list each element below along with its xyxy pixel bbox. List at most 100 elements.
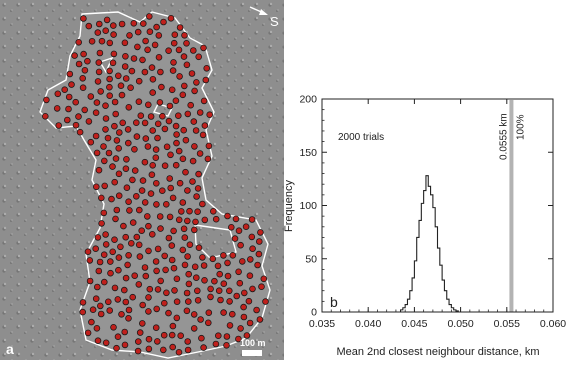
trials-annotation: 2000 trials	[338, 132, 384, 143]
histogram-panel: 0.035 0.040 0.045 0.050 0.055 0.060 0 50 100 150 2…	[283, 0, 568, 360]
crater-marker	[96, 20, 103, 28]
crater-marker	[136, 329, 144, 336]
crater-marker	[179, 155, 187, 163]
crater-marker	[161, 125, 169, 133]
crater-marker	[235, 268, 242, 276]
crater-marker	[113, 344, 120, 352]
crater-marker	[181, 261, 189, 269]
crater-marker	[194, 185, 202, 192]
histogram-bin	[431, 195, 433, 312]
crater-marker	[105, 298, 112, 306]
crater-marker	[137, 112, 145, 119]
crater-marker	[138, 187, 146, 194]
crater-marker	[156, 213, 164, 220]
crater-marker	[175, 46, 183, 54]
crater-marker	[98, 194, 105, 202]
crater-marker	[186, 241, 194, 249]
x-axis-label: Mean 2nd closest neighbour distance, km	[336, 346, 539, 358]
x-tick-label: 0.050	[447, 318, 473, 330]
crater-marker	[173, 275, 181, 283]
crater-marker	[139, 177, 147, 184]
crater-marker	[145, 294, 152, 301]
crater-marker	[205, 309, 213, 317]
crater-marker	[96, 258, 104, 266]
crater-marker	[103, 16, 111, 24]
crater-marker	[235, 335, 242, 343]
crater-marker	[71, 52, 78, 59]
crater-marker	[93, 324, 101, 332]
crater-marker	[193, 193, 200, 200]
crater-marker	[125, 252, 132, 259]
crater-marker	[106, 307, 113, 314]
crater-marker	[93, 149, 101, 157]
crater-marker	[184, 217, 191, 225]
crater-marker	[135, 241, 143, 249]
crater-marker	[108, 195, 115, 203]
histogram-bin	[449, 305, 451, 312]
crater-marker	[122, 274, 130, 282]
crater-marker	[151, 41, 159, 49]
crater-marker	[184, 338, 192, 345]
crater-marker	[190, 47, 197, 54]
crater-marker	[191, 226, 198, 234]
crater-marker	[102, 241, 110, 248]
crater-marker	[147, 190, 155, 197]
crater-marker	[204, 155, 212, 163]
crater-marker	[161, 162, 169, 170]
crater-marker	[100, 209, 108, 217]
crater-marker	[106, 39, 114, 47]
crater-marker	[146, 13, 153, 20]
crater-marker	[61, 86, 68, 93]
crater-marker	[161, 252, 169, 260]
crater-marker	[65, 93, 73, 101]
crater-marker	[115, 170, 123, 178]
crater-marker	[206, 111, 214, 118]
crater-marker	[215, 332, 222, 340]
crater-marker	[124, 126, 132, 133]
crater-marker	[139, 301, 147, 309]
histogram-bin	[428, 186, 430, 312]
crater-marker	[87, 93, 95, 100]
crater-marker	[134, 347, 142, 355]
crater-marker	[199, 131, 207, 139]
crater-marker	[173, 298, 181, 306]
crater-marker	[179, 246, 187, 254]
crater-marker	[207, 285, 214, 293]
crater-marker	[84, 57, 91, 65]
crater-marker	[112, 110, 119, 118]
crater-marker	[165, 47, 172, 54]
crater-marker	[214, 262, 222, 270]
crater-marker	[125, 139, 132, 147]
crater-marker	[125, 306, 133, 314]
crater-marker	[118, 91, 126, 99]
crater-marker	[145, 345, 153, 353]
crater-marker	[131, 146, 138, 153]
crater-marker	[153, 201, 160, 208]
crater-marker	[75, 113, 82, 120]
crater-marker	[139, 320, 146, 327]
crater-marker	[194, 287, 201, 295]
crater-marker	[183, 307, 191, 315]
crater-marker	[111, 98, 119, 106]
crater-marker	[126, 207, 133, 214]
crater-marker	[102, 126, 109, 133]
histogram-bin	[410, 291, 412, 312]
crater-marker	[148, 171, 156, 179]
crater-marker	[112, 215, 119, 223]
crater-marker	[246, 319, 254, 327]
crater-marker	[41, 113, 49, 120]
crater-marker	[182, 168, 189, 176]
crater-marker	[209, 255, 217, 263]
crater-marker	[185, 270, 193, 278]
crater-marker	[79, 84, 87, 91]
crater-marker	[104, 134, 112, 142]
crater-marker	[115, 145, 122, 152]
crater-marker	[188, 70, 196, 77]
crater-marker	[144, 143, 152, 150]
crater-marker	[135, 281, 143, 288]
crater-marker	[94, 283, 101, 291]
crater-marker	[129, 219, 137, 226]
crater-marker	[249, 285, 256, 293]
crater-marker	[183, 289, 191, 297]
crater-marker	[92, 132, 100, 140]
